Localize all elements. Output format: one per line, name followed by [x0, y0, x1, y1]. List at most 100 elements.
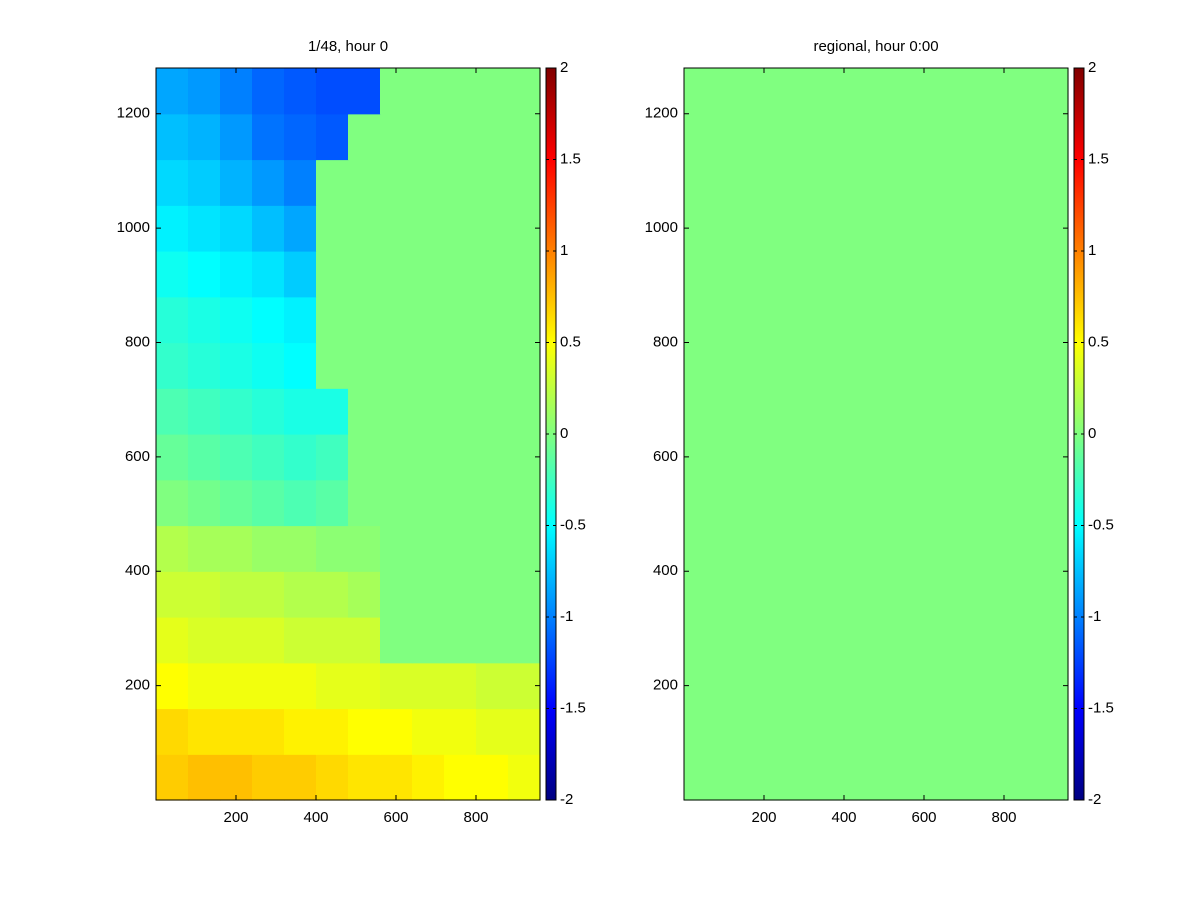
heatmap-cell	[476, 434, 509, 481]
heatmap-cell	[316, 68, 349, 115]
heatmap-cell	[284, 662, 317, 710]
heatmap-cell	[188, 159, 221, 206]
heatmap-cell	[412, 388, 445, 435]
heatmap-cell	[348, 251, 381, 298]
heatmap-cell	[156, 617, 189, 664]
heatmap-cell	[348, 205, 381, 252]
heatmap-cell	[156, 68, 189, 115]
heatmap-cell	[316, 434, 349, 481]
heatmap-cell	[188, 754, 221, 801]
heatmap-cell	[444, 388, 477, 435]
heatmap-cell	[252, 388, 285, 435]
colorbar-tick-label: 1.5	[560, 150, 581, 167]
heatmap-cell	[444, 479, 477, 527]
heatmap-cell	[508, 159, 541, 206]
heatmap-cell	[188, 708, 221, 755]
heatmap-cell	[348, 708, 381, 755]
y-tick-label: 1000	[645, 219, 678, 236]
heatmap-cell	[284, 708, 317, 755]
heatmap-cell	[220, 708, 253, 755]
heatmap-cell	[412, 662, 445, 710]
heatmap-cell	[220, 68, 253, 115]
heatmap-cell	[412, 754, 445, 801]
y-tick-label: 400	[125, 562, 150, 579]
heatmap-cell	[316, 159, 349, 206]
y-tick-label: 1200	[117, 105, 150, 122]
heatmap-cell	[220, 113, 253, 161]
heatmap-cell	[156, 205, 189, 252]
heatmap-cell	[508, 342, 541, 389]
heatmap-cell	[284, 388, 317, 435]
heatmap-cell	[156, 754, 189, 801]
heatmap-cell	[412, 342, 445, 389]
heatmap-cell	[284, 159, 317, 206]
heatmap-cell	[284, 296, 317, 344]
heatmap-cell	[412, 251, 445, 298]
heatmap-cell	[188, 205, 221, 252]
heatmap-cell	[220, 434, 253, 481]
heatmap-cell	[220, 479, 253, 527]
heatmap-cell	[284, 205, 317, 252]
heatmap-cell	[476, 113, 509, 161]
heatmap-cell	[444, 342, 477, 389]
heatmap-cell	[412, 296, 445, 344]
colorbar-tick-label: -2	[560, 791, 573, 808]
heatmap-cell	[476, 296, 509, 344]
x-tick-label: 200	[223, 809, 248, 826]
heatmap-cell	[252, 68, 285, 115]
heatmap-cell	[476, 68, 509, 115]
y-tick-label: 600	[125, 448, 150, 465]
heatmap-cell	[476, 159, 509, 206]
heatmap-cell	[508, 525, 541, 572]
heatmap-cell	[508, 68, 541, 115]
heatmap-cell	[380, 571, 413, 618]
heatmap-cell	[316, 296, 349, 344]
x-tick-label: 400	[303, 809, 328, 826]
heatmap-cell	[348, 525, 381, 572]
heatmap-cell	[252, 479, 285, 527]
heatmap-cell	[380, 296, 413, 344]
heatmap-cell	[252, 754, 285, 801]
heatmap-cell	[316, 662, 349, 710]
y-tick-label: 400	[653, 562, 678, 579]
heatmap-cell	[220, 251, 253, 298]
heatmap-cell	[380, 708, 413, 755]
heatmap-cell	[220, 754, 253, 801]
heatmap-cell	[476, 754, 509, 801]
heatmap-cell	[188, 617, 221, 664]
heatmap-cell	[476, 571, 509, 618]
heatmap-cell	[284, 251, 317, 298]
heatmap-cell	[220, 525, 253, 572]
heatmap-cell	[380, 68, 413, 115]
colorbar-tick-label: 1	[560, 242, 568, 259]
heatmap-cell	[156, 113, 189, 161]
heatmap-cell	[284, 754, 317, 801]
heatmap-cell	[316, 754, 349, 801]
heatmap-cell	[508, 708, 541, 755]
heatmap-cell	[380, 525, 413, 572]
heatmap-cell	[316, 708, 349, 755]
heatmap-cell	[316, 525, 349, 572]
y-tick-label: 200	[653, 677, 678, 694]
heatmap-cell	[188, 434, 221, 481]
heatmap-cell	[412, 434, 445, 481]
heatmap-cell	[284, 342, 317, 389]
heatmap-cell	[188, 525, 221, 572]
heatmap-cell	[444, 617, 477, 664]
heatmap-cell	[412, 525, 445, 572]
heatmap-cell	[412, 571, 445, 618]
heatmap-cell	[220, 662, 253, 710]
heatmap-cell	[412, 68, 445, 115]
heatmap-cell	[476, 479, 509, 527]
axes-box	[155, 67, 541, 801]
heatmap-cell	[412, 479, 445, 527]
heatmap-cell	[188, 68, 221, 115]
heatmap-cell	[380, 479, 413, 527]
colorbar-tick-label: 0.5	[1088, 333, 1109, 350]
heatmap-cell	[156, 479, 189, 527]
heatmap-cell	[348, 113, 381, 161]
y-tick-label: 600	[653, 448, 678, 465]
colorbar-tick-label: 0	[1088, 425, 1096, 442]
heatmap-cell	[444, 662, 477, 710]
colorbar-tick-label: -1.5	[1088, 699, 1114, 716]
